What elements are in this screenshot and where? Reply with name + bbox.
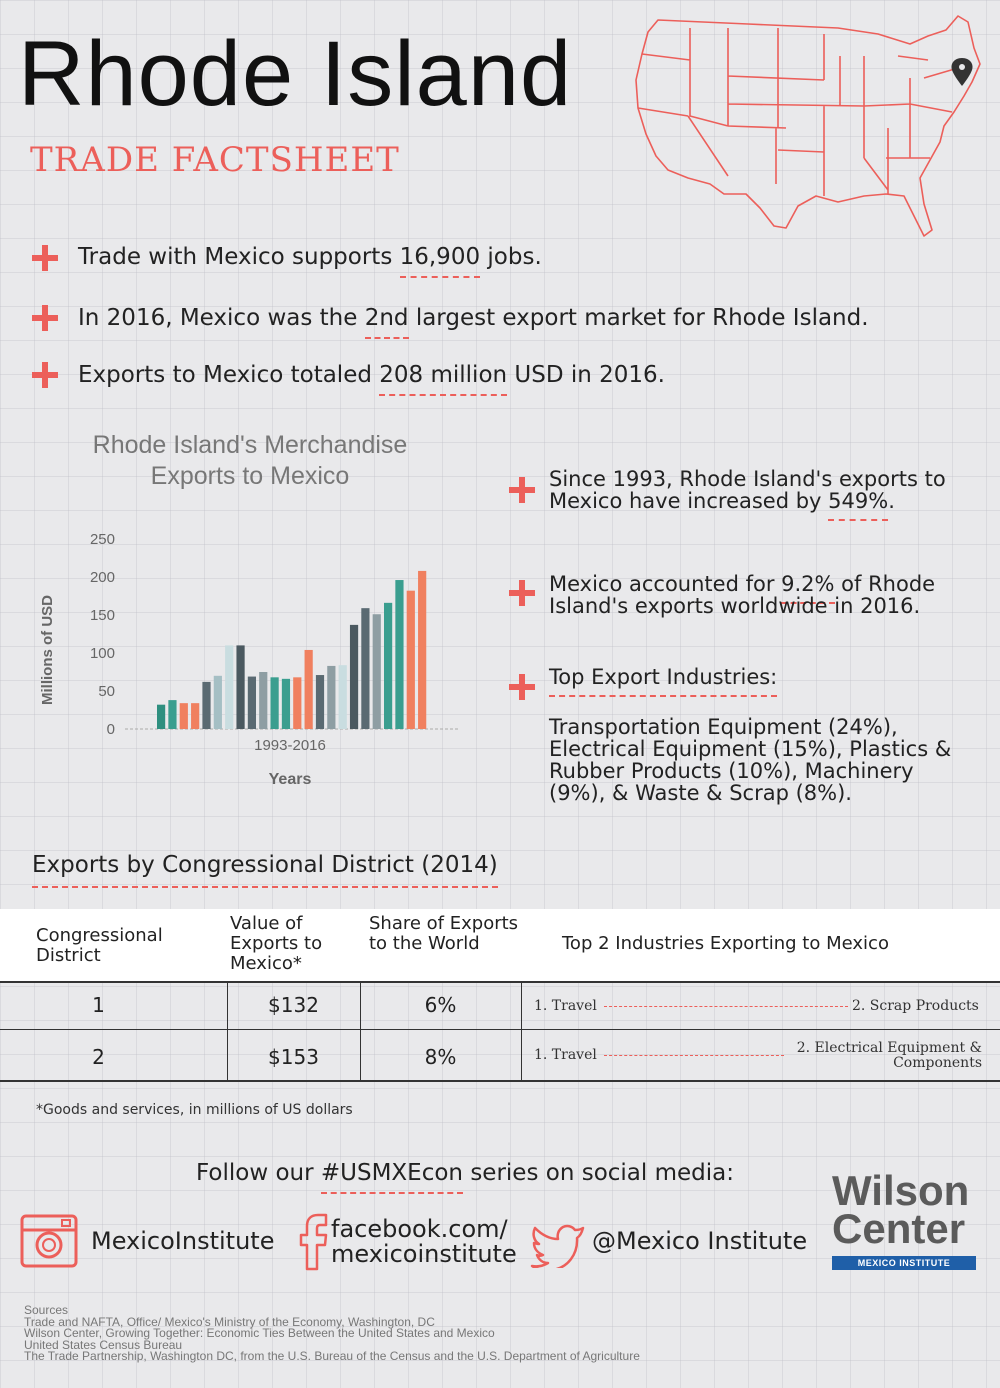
cell-share: 8% [424, 1045, 457, 1069]
chart-title: Rhode Island's Merchandise Exports to Me… [92, 431, 408, 490]
mexico-institute-bar: MEXICO INSTITUTE [832, 1256, 976, 1270]
cell-value: $132 [268, 993, 319, 1017]
plus-icon [509, 674, 535, 700]
table-rule [0, 981, 1000, 983]
bar-2009 [338, 665, 347, 729]
cell-industry-2: 2. Scrap Products [852, 998, 979, 1014]
follow-line: Follow our #USMXEcon series on social me… [0, 1160, 930, 1194]
bar-2015 [406, 590, 415, 729]
col-header-value: Value of Exports to Mexico* [230, 913, 323, 974]
bar-1997 [202, 681, 211, 729]
bar-2016 [418, 570, 427, 729]
table-header [0, 909, 1000, 981]
sources: Sources Trade and NAFTA, Office/ Mexico'… [24, 1303, 640, 1363]
top-industries-list: Transportation Equipment (24%), Electric… [549, 715, 952, 805]
table-rule [0, 1080, 1000, 1082]
dashed-connector [604, 1055, 784, 1056]
top-industries-title: Top Export Industries: [549, 665, 778, 697]
wilson-center-logo: Wilson Center [832, 1167, 970, 1252]
bar-2014 [395, 580, 404, 729]
y-tick-label: 50 [98, 683, 115, 700]
bar-2005 [293, 677, 302, 729]
fact-jobs: Trade with Mexico supports 16,900 jobs. [78, 244, 542, 278]
twitter-handle[interactable]: @Mexico Institute [592, 1227, 808, 1255]
table-divider [521, 981, 522, 1081]
facebook-url[interactable]: facebook.com/mexicoinstitute [331, 1215, 517, 1268]
cell-industry-2: 2. Electrical Equipment & Components [796, 1040, 982, 1071]
y-axis-label: Millions of USD [39, 595, 56, 705]
bar-1993 [157, 704, 166, 729]
cell-district: 1 [92, 993, 105, 1017]
bar-2007 [315, 675, 325, 729]
plus-icon [32, 245, 58, 271]
dashed-connector [604, 1006, 848, 1007]
twitter-icon[interactable] [530, 1222, 586, 1268]
cell-share: 6% [424, 993, 457, 1017]
table-footnote: *Goods and services, in millions of US d… [36, 1102, 353, 1118]
section-title: Exports by Congressional District (2014) [32, 852, 498, 888]
bar-2010 [349, 624, 359, 729]
bar-2003 [270, 677, 279, 729]
plus-icon [32, 362, 58, 388]
plus-icon [509, 580, 535, 606]
bar-1998 [213, 675, 222, 729]
col-header-district: Congressional District [36, 925, 163, 966]
exports-bar-chart: Millions of USD 1993-2016 Years 0 50 100 15… [39, 531, 458, 788]
y-tick-label: 150 [90, 607, 115, 624]
cell-district: 2 [92, 1045, 105, 1069]
cell-value: $153 [268, 1045, 319, 1069]
bar-2011 [361, 608, 370, 729]
x-range-label: 1993-2016 [254, 737, 326, 754]
y-tick-label: 0 [107, 721, 115, 738]
page-subtitle: TRADE FACTSHEET [30, 140, 400, 180]
fact-share: Mexico accounted for 9.2% of Rhode Islan… [549, 572, 936, 618]
y-tick-label: 250 [90, 531, 115, 548]
bar-1994 [168, 700, 177, 729]
us-map-icon [635, 15, 981, 237]
cell-industry-1: 1. Travel [534, 1047, 597, 1063]
bar-2013 [384, 602, 393, 729]
page-title: Rhode Island [18, 23, 573, 125]
bar-2000 [236, 645, 245, 729]
bar-2001 [247, 676, 256, 729]
facebook-icon[interactable] [298, 1213, 330, 1271]
table-rule [0, 1029, 1000, 1030]
bar-2002 [259, 672, 268, 729]
table-divider [360, 981, 361, 1081]
bar-1995 [179, 703, 188, 729]
table-divider [227, 981, 228, 1081]
bar-1999 [225, 645, 234, 729]
bar-2004 [281, 678, 291, 729]
fact-market-rank: In 2016, Mexico was the 2nd largest expo… [78, 305, 869, 339]
instagram-icon[interactable] [20, 1214, 78, 1268]
bar-2012 [372, 614, 381, 729]
location-pin-icon [951, 58, 973, 86]
bar-1996 [191, 703, 200, 729]
y-tick-label: 100 [90, 645, 115, 662]
bar-2008 [327, 665, 336, 729]
plus-icon [509, 477, 535, 503]
plus-icon [32, 305, 58, 331]
col-header-share: Share of Exports to the World [369, 913, 519, 954]
fact-export-total: Exports to Mexico totaled 208 million US… [78, 362, 665, 396]
x-axis-label: Years [269, 771, 312, 788]
y-tick-label: 200 [90, 569, 115, 586]
instagram-handle[interactable]: MexicoInstitute [91, 1227, 275, 1255]
bar-2006 [304, 649, 313, 729]
fact-growth: Since 1993, Rhode Island's exports to Me… [549, 468, 969, 521]
col-header-industries: Top 2 Industries Exporting to Mexico [562, 933, 889, 954]
cell-industry-1: 1. Travel [534, 998, 597, 1014]
